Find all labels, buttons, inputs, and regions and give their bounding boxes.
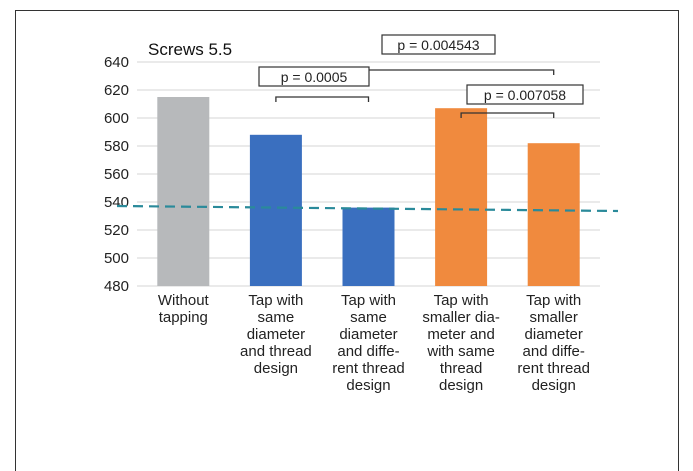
x-category-label: Tap with smaller diameter and diffe-rent th… [517,292,590,394]
significance-bracket: p = 0.0005 [258,66,370,102]
x-category-label: Tap with same diameter and diffe-rent threa… [332,292,405,394]
bar [157,97,210,286]
x-category-label: Tap with same diameter and thread design [240,292,312,377]
x-axis-categories: Without tapping Tap with same diameter and th… [158,292,590,394]
p-value-box [258,66,370,87]
y-tick-label: 620 [104,82,129,99]
p-value-label: p = 0.004543 [397,37,479,53]
chart-title: Screws 5.5 [148,40,232,59]
significance-bracket: p = 0.004543 [367,34,555,75]
y-tick-label: 560 [104,166,129,183]
reference-line-layer [116,204,619,213]
y-tick-label: 600 [104,110,129,127]
y-tick-label: 640 [104,54,129,71]
bar-chart: Screws 5.5 480 500 520 540 560 580 600 620 640 W… [104,34,619,394]
bar [527,143,580,286]
p-value-box [381,34,496,55]
y-tick-label: 520 [104,222,129,239]
significance-annotations: p = 0.004543 p = 0.0005 p = 0.007058 [258,34,584,118]
reference-line [116,204,619,213]
y-tick-label: 540 [104,194,129,211]
x-category-label: Tap with smaller dia-meter and with same th… [422,292,500,394]
p-value-label: p = 0.007058 [484,87,566,103]
y-tick-label: 580 [104,138,129,155]
y-axis: 480 500 520 540 560 580 600 620 640 [104,54,129,295]
y-tick-label: 480 [104,278,129,295]
bar [435,108,488,286]
significance-bracket: p = 0.007058 [460,84,584,118]
bars-layer [157,97,580,286]
x-category-label: Without tapping [158,292,210,326]
bar [249,134,302,286]
y-tick-label: 500 [104,250,129,267]
p-value-box [466,84,584,105]
p-value-label: p = 0.0005 [281,69,348,85]
bar [342,207,395,286]
